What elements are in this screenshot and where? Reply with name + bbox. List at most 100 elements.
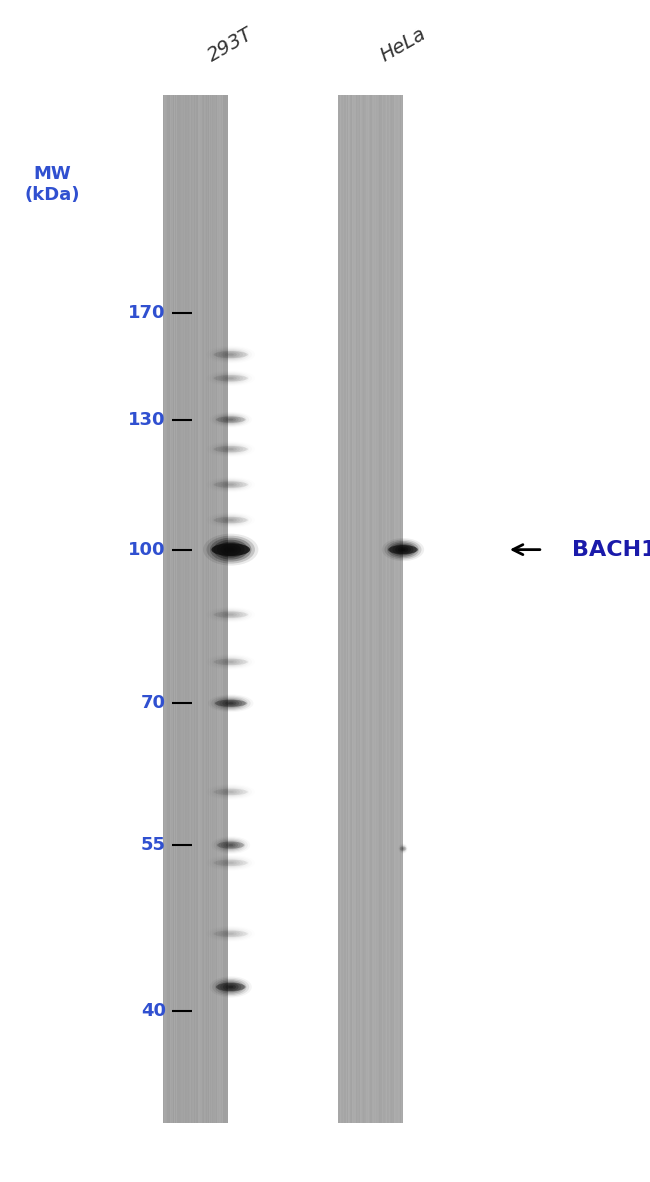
Ellipse shape: [221, 840, 240, 850]
Bar: [220, 95, 221, 1123]
Bar: [192, 95, 193, 1123]
Bar: [198, 95, 200, 1123]
Bar: [209, 95, 210, 1123]
Bar: [211, 95, 213, 1123]
Bar: [350, 95, 351, 1123]
Ellipse shape: [213, 540, 248, 559]
Bar: [340, 95, 341, 1123]
Bar: [166, 95, 167, 1123]
Bar: [401, 95, 402, 1123]
Bar: [216, 95, 218, 1123]
Bar: [341, 95, 343, 1123]
Bar: [218, 95, 219, 1123]
Bar: [364, 95, 365, 1123]
Ellipse shape: [228, 702, 233, 704]
Ellipse shape: [226, 985, 236, 989]
Ellipse shape: [225, 376, 237, 381]
Ellipse shape: [211, 544, 250, 556]
Ellipse shape: [222, 517, 240, 524]
Bar: [183, 95, 184, 1123]
Ellipse shape: [213, 978, 249, 996]
Bar: [223, 95, 224, 1123]
Ellipse shape: [402, 847, 404, 850]
Bar: [194, 95, 195, 1123]
Text: 100: 100: [128, 540, 166, 559]
Ellipse shape: [203, 534, 259, 566]
Ellipse shape: [400, 548, 406, 551]
Bar: [375, 95, 376, 1123]
Ellipse shape: [228, 418, 233, 421]
Bar: [171, 95, 172, 1123]
Ellipse shape: [222, 351, 240, 358]
Bar: [396, 95, 398, 1123]
Bar: [187, 95, 188, 1123]
Bar: [197, 95, 198, 1123]
Bar: [206, 95, 207, 1123]
Bar: [361, 95, 362, 1123]
Ellipse shape: [225, 660, 237, 664]
Bar: [174, 95, 176, 1123]
Bar: [362, 95, 363, 1123]
Bar: [380, 95, 382, 1123]
Text: BACH1: BACH1: [572, 540, 650, 559]
Ellipse shape: [226, 417, 236, 422]
Bar: [369, 95, 370, 1123]
Ellipse shape: [390, 543, 416, 557]
Ellipse shape: [214, 611, 248, 618]
Bar: [338, 95, 339, 1123]
Ellipse shape: [227, 483, 234, 486]
Ellipse shape: [395, 545, 411, 554]
Bar: [356, 95, 358, 1123]
Bar: [353, 95, 354, 1123]
Text: MW
(kDa): MW (kDa): [24, 165, 80, 204]
Ellipse shape: [398, 547, 408, 552]
Ellipse shape: [214, 700, 247, 707]
Bar: [358, 95, 359, 1123]
Ellipse shape: [214, 517, 248, 524]
Ellipse shape: [225, 482, 237, 487]
Ellipse shape: [388, 545, 418, 554]
Text: 55: 55: [141, 836, 166, 855]
Ellipse shape: [216, 697, 245, 709]
Bar: [179, 95, 180, 1123]
Bar: [203, 95, 205, 1123]
Ellipse shape: [227, 791, 234, 793]
Text: 170: 170: [128, 304, 166, 323]
Bar: [193, 95, 194, 1123]
Ellipse shape: [214, 481, 248, 488]
Ellipse shape: [228, 986, 233, 988]
Ellipse shape: [227, 547, 234, 552]
Bar: [388, 95, 389, 1123]
Bar: [379, 95, 380, 1123]
Ellipse shape: [220, 981, 241, 992]
Ellipse shape: [214, 351, 248, 358]
Ellipse shape: [214, 658, 248, 665]
Bar: [222, 95, 223, 1123]
Bar: [389, 95, 390, 1123]
Bar: [205, 95, 206, 1123]
Ellipse shape: [224, 546, 238, 553]
Bar: [195, 95, 196, 1123]
Ellipse shape: [225, 518, 237, 522]
Bar: [400, 95, 401, 1123]
Bar: [387, 95, 388, 1123]
Bar: [343, 95, 344, 1123]
Bar: [190, 95, 192, 1123]
Ellipse shape: [217, 541, 244, 558]
Bar: [391, 95, 392, 1123]
Ellipse shape: [222, 481, 240, 488]
Ellipse shape: [214, 446, 248, 453]
Bar: [162, 95, 164, 1123]
Bar: [180, 95, 181, 1123]
Bar: [202, 95, 203, 1123]
Text: 70: 70: [141, 694, 166, 713]
Ellipse shape: [227, 862, 234, 864]
Ellipse shape: [214, 788, 248, 795]
Bar: [221, 95, 222, 1123]
Bar: [370, 95, 372, 1123]
Bar: [219, 95, 220, 1123]
Ellipse shape: [220, 416, 241, 423]
Ellipse shape: [210, 538, 252, 561]
Ellipse shape: [214, 375, 248, 382]
Ellipse shape: [227, 933, 234, 935]
